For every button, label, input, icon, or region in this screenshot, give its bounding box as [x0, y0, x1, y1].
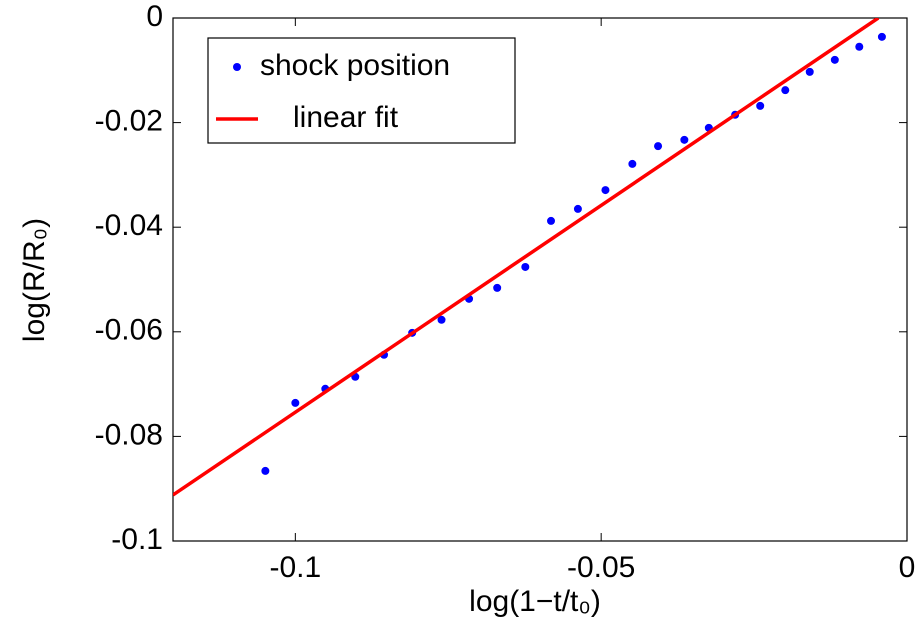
- legend-box: [207, 37, 516, 144]
- data-point: [261, 466, 270, 475]
- data-point: [830, 55, 839, 64]
- y-tick-label: -0.1: [111, 523, 163, 556]
- data-point: [521, 262, 530, 271]
- data-point: [680, 135, 689, 144]
- plot-frame: [172, 17, 908, 542]
- y-tick-label: -0.08: [95, 418, 163, 451]
- data-point: [601, 186, 610, 195]
- y-axis-label: log(R/R₀): [18, 218, 51, 342]
- data-point: [493, 283, 502, 292]
- data-point: [781, 86, 790, 95]
- y-tick-label: 0: [146, 0, 163, 33]
- y-tick-label: -0.02: [95, 105, 163, 138]
- legend-marker: [233, 63, 241, 71]
- y-tick-label: -0.04: [95, 209, 163, 242]
- x-axis-label: log(1−t/t₀): [469, 585, 601, 618]
- legend: shock position linear fit: [207, 37, 516, 144]
- x-tick-label: 0: [899, 551, 916, 584]
- data-point: [628, 159, 637, 168]
- x-tick-label: -0.1: [269, 551, 321, 584]
- legend-label: linear fit: [293, 101, 399, 134]
- fit-line: [173, 18, 880, 497]
- data-point: [437, 315, 446, 324]
- legend-label: shock position: [260, 49, 450, 82]
- x-tick-label: -0.05: [567, 551, 635, 584]
- data-point: [654, 142, 663, 151]
- data-point: [877, 32, 886, 41]
- data-point: [573, 204, 582, 213]
- data-point: [855, 42, 864, 51]
- data-point: [805, 67, 814, 76]
- y-tick-label: -0.06: [95, 314, 163, 347]
- data-point: [547, 216, 556, 225]
- data-point: [291, 398, 300, 407]
- data-point: [756, 101, 765, 110]
